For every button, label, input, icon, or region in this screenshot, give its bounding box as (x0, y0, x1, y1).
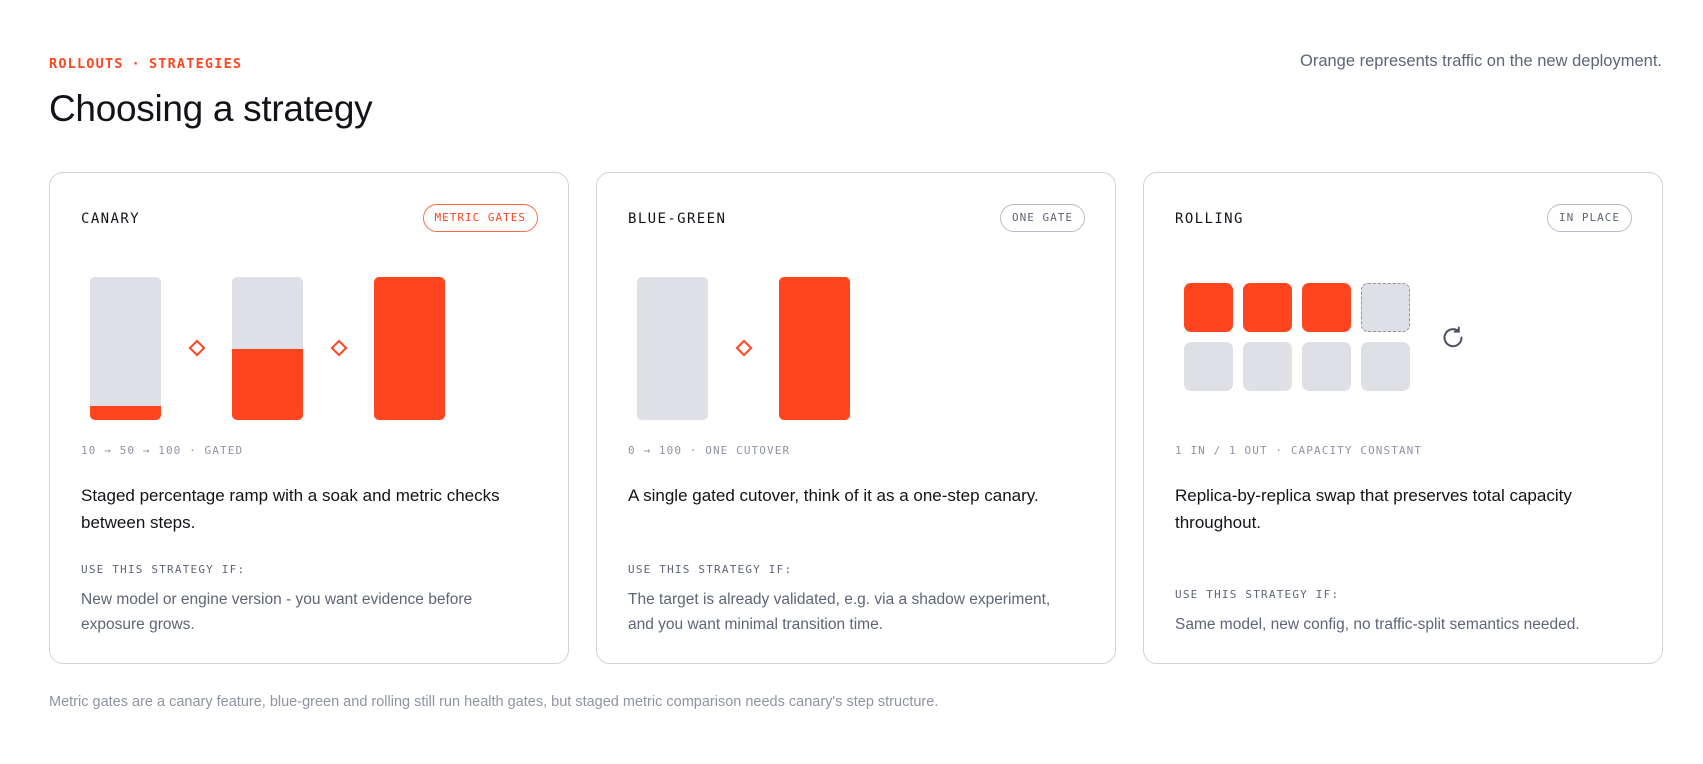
card-title: CANARY (81, 211, 140, 227)
strategy-description: Replica-by-replica swap that preserves t… (1175, 486, 1572, 532)
new-traffic-fill (779, 277, 850, 420)
canary-diagram (90, 277, 530, 421)
replica-cell (1302, 342, 1351, 391)
breadcrumb: ROLLOUTS · STRATEGIES (49, 56, 242, 72)
traffic-bar-step-1 (90, 277, 161, 420)
metric-gate-icon (330, 339, 348, 357)
footnote: Metric gates are a canary feature, blue-… (49, 694, 939, 710)
use-text: New model or engine version - you want e… (81, 591, 473, 633)
card-title: BLUE-GREEN (628, 211, 727, 227)
new-traffic-fill (232, 348, 303, 420)
new-traffic-fill (374, 277, 445, 420)
strategy-description: A single gated cutover, think of it as a… (628, 486, 1039, 505)
canary-card: CANARY METRIC GATES 10 → 50 → 100 · GATE… (49, 172, 569, 664)
breadcrumb-section: ROLLOUTS (49, 56, 124, 72)
replica-cell (1302, 283, 1351, 332)
metric-gate-icon (188, 339, 206, 357)
card-title: ROLLING (1175, 211, 1244, 227)
step-caption: 0 → 100 · ONE CUTOVER (628, 444, 791, 457)
use-label: USE THIS STRATEGY IF: (628, 563, 793, 576)
step-caption: 10 → 50 → 100 · GATED (81, 444, 244, 457)
strategy-badge: IN PLACE (1547, 204, 1632, 232)
strategy-badge: METRIC GATES (422, 204, 538, 232)
replica-cell (1243, 283, 1292, 332)
blue-green-diagram (637, 277, 1077, 421)
use-label: USE THIS STRATEGY IF: (1175, 588, 1340, 601)
traffic-bar-step-3 (374, 277, 445, 420)
replica-cell (1243, 342, 1292, 391)
breadcrumb-separator: · (131, 56, 141, 72)
traffic-bar-step-2 (232, 277, 303, 420)
rolling-card: ROLLING IN PLACE 1 IN / 1 OUT · CAPACITY… (1143, 172, 1663, 664)
use-text: Same model, new config, no traffic-split… (1175, 616, 1580, 633)
replica-grid (1184, 283, 1424, 393)
use-text: The target is already validated, e.g. vi… (628, 591, 1051, 633)
page-title: Choosing a strategy (49, 88, 373, 129)
step-caption: 1 IN / 1 OUT · CAPACITY CONSTANT (1175, 444, 1423, 457)
cutover-gate-icon (735, 339, 753, 357)
strategy-badge: ONE GATE (1000, 204, 1085, 232)
strategy-cards: CANARY METRIC GATES 10 → 50 → 100 · GATE… (49, 172, 1663, 664)
new-traffic-fill (90, 405, 161, 420)
replica-cell (1361, 283, 1410, 332)
replica-cell (1184, 342, 1233, 391)
use-label: USE THIS STRATEGY IF: (81, 563, 246, 576)
strategy-description: Staged percentage ramp with a soak and m… (81, 486, 500, 532)
replica-cell (1184, 283, 1233, 332)
refresh-icon (1443, 326, 1463, 348)
replica-cell (1361, 342, 1410, 391)
traffic-bar-before (637, 277, 708, 420)
blue-green-card: BLUE-GREEN ONE GATE 0 → 100 · ONE CUTOVE… (596, 172, 1116, 664)
breadcrumb-page: STRATEGIES (148, 56, 243, 72)
traffic-bar-after (779, 277, 850, 420)
legend-note: Orange represents traffic on the new dep… (1300, 52, 1662, 70)
